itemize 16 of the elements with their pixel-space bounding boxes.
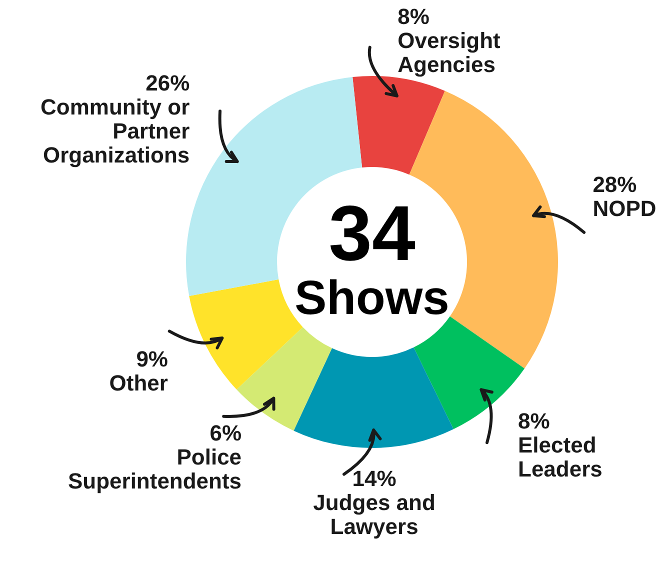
slice-label: Police Superintendents: [68, 444, 242, 494]
slice-label: Judges and Lawyers: [313, 490, 436, 539]
donut-slice: [352, 76, 445, 175]
slice-label: Elected Leaders: [518, 432, 602, 482]
data-label: 14%: [352, 466, 396, 491]
slice-label: Community or Partner Organizations: [40, 94, 190, 168]
data-label: 8%: [398, 4, 430, 29]
data-label: 28%: [592, 172, 637, 197]
data-label: 6%: [210, 420, 242, 446]
data-label: 8%: [518, 408, 550, 434]
data-label: 9%: [136, 346, 168, 372]
slice-label: Oversight Agencies: [398, 28, 502, 77]
data-label: 26%: [146, 70, 190, 96]
slice-label: Other: [109, 370, 168, 396]
donut-slice: [294, 347, 454, 448]
slice-label: NOPD: [592, 196, 656, 221]
